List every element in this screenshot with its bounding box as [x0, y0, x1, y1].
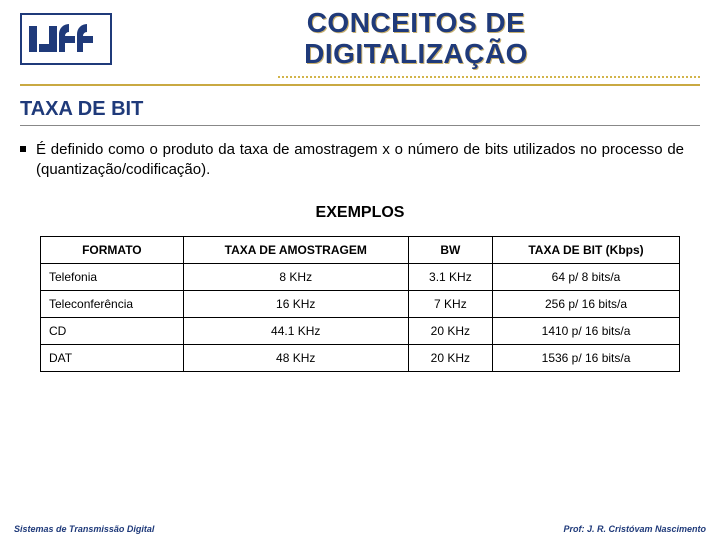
cell: Telefonia — [41, 264, 184, 291]
footer-right: Prof: J. R. Cristóvam Nascimento — [563, 524, 706, 534]
cell: 20 KHz — [408, 318, 492, 345]
examples-label: EXEMPLOS — [0, 204, 720, 222]
cell: Teleconferência — [41, 291, 184, 318]
header: CONCEITOS DE DIGITALIZAÇÃO — [0, 0, 720, 74]
table-row: Telefonia 8 KHz 3.1 KHz 64 p/ 8 bits/a — [41, 264, 680, 291]
cell: 8 KHz — [183, 264, 408, 291]
section-body: É definido como o produto da taxa de amo… — [0, 136, 720, 181]
slide-title-line2: DIGITALIZAÇÃO — [132, 39, 700, 70]
uff-logo — [20, 13, 112, 65]
cell: 1410 p/ 16 bits/a — [493, 318, 680, 345]
section-body-text: É definido como o produto da taxa de amo… — [36, 141, 684, 178]
footer: Sistemas de Transmissão Digital Prof: J.… — [0, 524, 720, 534]
table-row: DAT 48 KHz 20 KHz 1536 p/ 16 bits/a — [41, 345, 680, 372]
table-row: CD 44.1 KHz 20 KHz 1410 p/ 16 bits/a — [41, 318, 680, 345]
cell: 64 p/ 8 bits/a — [493, 264, 680, 291]
cell: CD — [41, 318, 184, 345]
col-taxa-amostragem: TAXA DE AMOSTRAGEM — [183, 237, 408, 264]
cell: 20 KHz — [408, 345, 492, 372]
table-row: Teleconferência 16 KHz 7 KHz 256 p/ 16 b… — [41, 291, 680, 318]
col-formato: FORMATO — [41, 237, 184, 264]
examples-table: FORMATO TAXA DE AMOSTRAGEM BW TAXA DE BI… — [40, 236, 680, 372]
col-bw: BW — [408, 237, 492, 264]
cell: 256 p/ 16 bits/a — [493, 291, 680, 318]
slide-title-wrap: CONCEITOS DE DIGITALIZAÇÃO — [132, 8, 700, 70]
table-body: Telefonia 8 KHz 3.1 KHz 64 p/ 8 bits/a T… — [41, 264, 680, 372]
cell: 7 KHz — [408, 291, 492, 318]
section-title: TAXA DE BIT — [0, 90, 720, 125]
cell: 44.1 KHz — [183, 318, 408, 345]
section-divider — [20, 125, 700, 126]
bullet-icon — [20, 146, 26, 152]
col-taxa-bit: TAXA DE BIT (Kbps) — [493, 237, 680, 264]
table-header-row: FORMATO TAXA DE AMOSTRAGEM BW TAXA DE BI… — [41, 237, 680, 264]
slide-title-line1: CONCEITOS DE — [132, 8, 700, 39]
footer-left: Sistemas de Transmissão Digital — [14, 524, 154, 534]
cell: 16 KHz — [183, 291, 408, 318]
cell: 1536 p/ 16 bits/a — [493, 345, 680, 372]
cell: DAT — [41, 345, 184, 372]
cell: 3.1 KHz — [408, 264, 492, 291]
cell: 48 KHz — [183, 345, 408, 372]
title-underline — [20, 76, 700, 90]
